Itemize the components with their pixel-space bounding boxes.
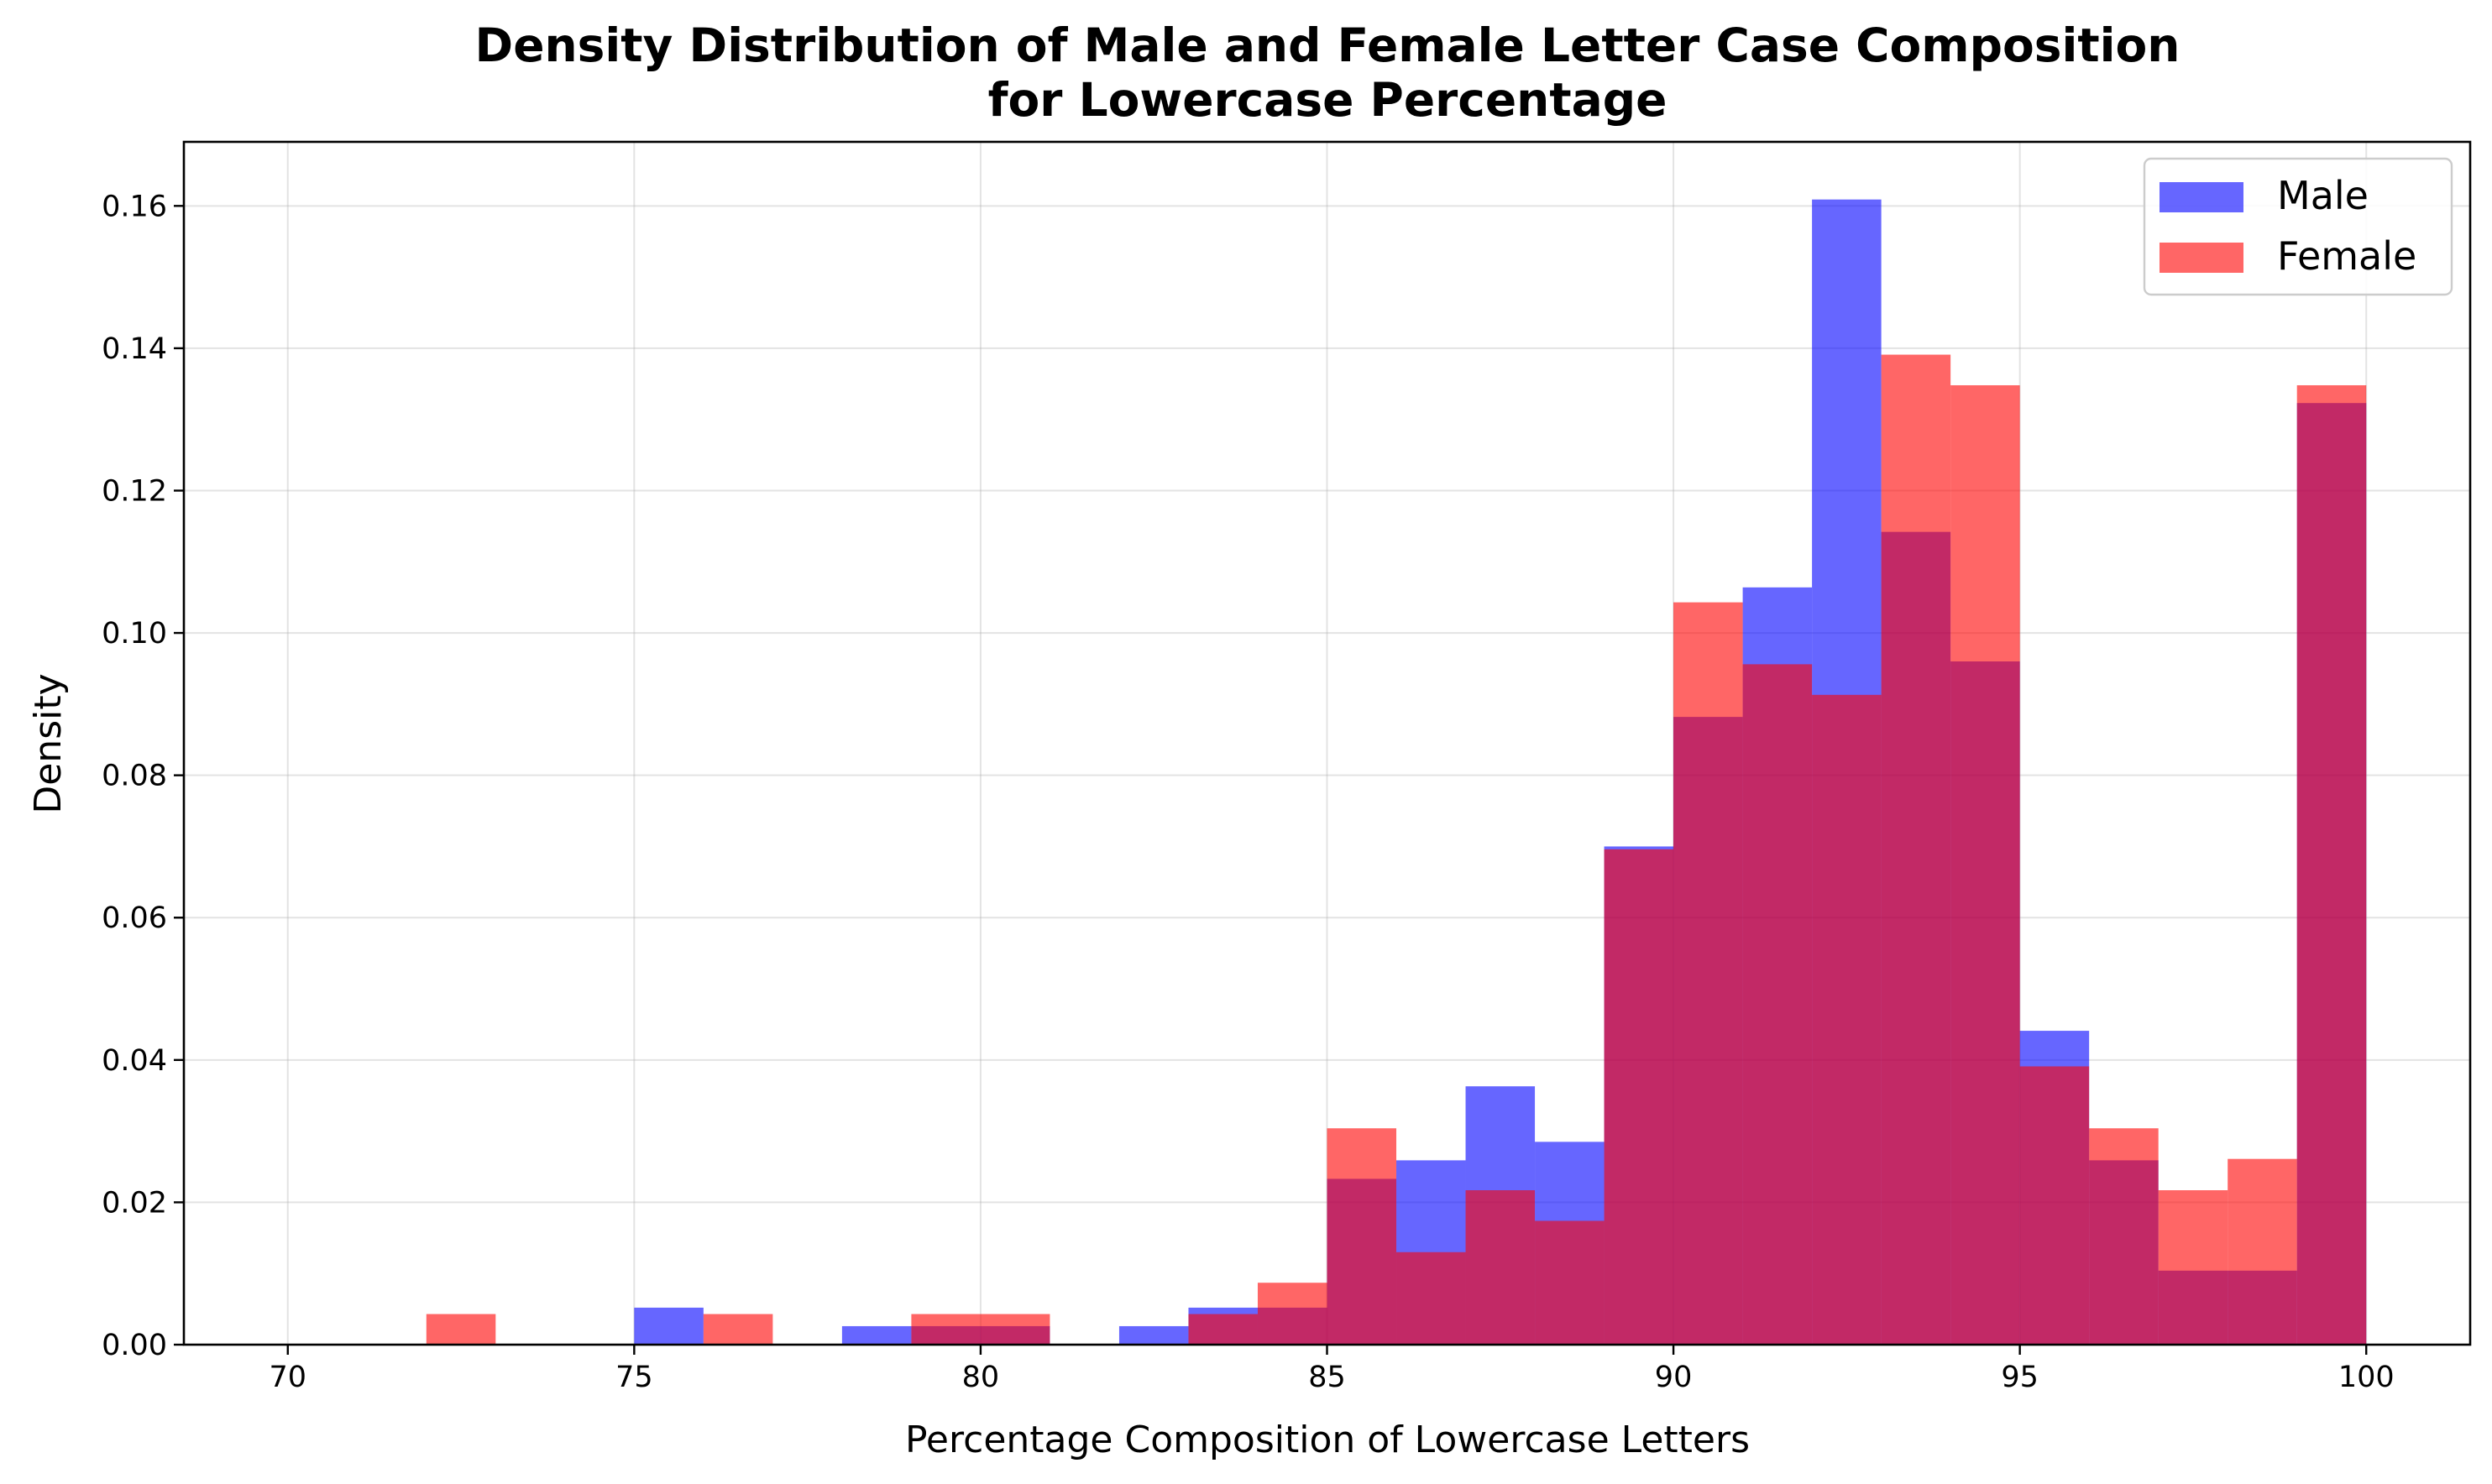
y-tick-label: 0.14 <box>102 332 167 366</box>
x-tick-label: 100 <box>2338 1361 2395 1394</box>
bar-female <box>2089 1128 2159 1345</box>
bar-female <box>1742 664 1813 1345</box>
histogram-bars <box>426 199 2367 1346</box>
y-tick-label: 0.06 <box>102 901 167 935</box>
chart-title-line2: for Lowercase Percentage <box>988 73 1667 127</box>
bar-female <box>2296 384 2367 1346</box>
x-axis-label: Percentage Composition of Lowercase Lett… <box>905 1419 1750 1461</box>
y-tick-label: 0.04 <box>102 1044 167 1078</box>
x-tick-label: 80 <box>962 1361 1000 1394</box>
bar-female <box>1327 1128 1397 1345</box>
y-tick-label: 0.08 <box>102 760 167 793</box>
bar-female <box>911 1314 981 1345</box>
bar-female <box>426 1314 496 1345</box>
x-tick-label: 85 <box>1308 1361 1346 1394</box>
bar-female <box>1465 1189 1536 1345</box>
bar-female <box>1604 849 1674 1345</box>
y-tick-label: 0.02 <box>102 1186 167 1220</box>
x-tick-label: 75 <box>615 1361 653 1394</box>
bar-female <box>1950 384 2020 1346</box>
bar-female <box>1257 1283 1327 1345</box>
y-tick-label: 0.10 <box>102 617 167 651</box>
x-tick-label: 95 <box>2001 1361 2039 1394</box>
bar-female <box>980 1314 1050 1345</box>
legend-label-female: Female <box>2277 233 2416 279</box>
bar-female <box>2228 1158 2297 1345</box>
legend-swatch-female <box>2160 243 2243 273</box>
legend-label-male: Male <box>2277 173 2369 218</box>
bar-female <box>2019 1066 2090 1345</box>
bar-male <box>634 1307 704 1345</box>
y-axis-label: Density <box>27 673 70 813</box>
legend: Male Female <box>2143 157 2453 296</box>
bar-male <box>841 1325 912 1345</box>
bar-female <box>1188 1314 1258 1345</box>
bar-female <box>1812 694 1882 1345</box>
legend-swatch-male <box>2160 182 2243 212</box>
bar-female <box>1881 354 1951 1345</box>
bar-male <box>1118 1325 1189 1345</box>
x-tick-label: 90 <box>1655 1361 1693 1394</box>
y-tick-label: 0.16 <box>102 190 167 223</box>
chart-title-line1: Density Distribution of Male and Female … <box>475 18 2180 72</box>
bar-female <box>1396 1251 1466 1345</box>
bar-female <box>1535 1220 1605 1345</box>
x-tick-label: 70 <box>269 1361 306 1394</box>
y-tick-label: 0.12 <box>102 474 167 508</box>
bar-female <box>703 1314 773 1345</box>
bar-female <box>1673 602 1743 1345</box>
bar-female <box>2158 1189 2228 1345</box>
axis-ticks: 70 75 80 85 90 95 100 0.00 0.02 0.04 0.06 0.08 0.10 0… <box>102 190 2395 1394</box>
y-tick-label: 0.00 <box>102 1329 167 1362</box>
